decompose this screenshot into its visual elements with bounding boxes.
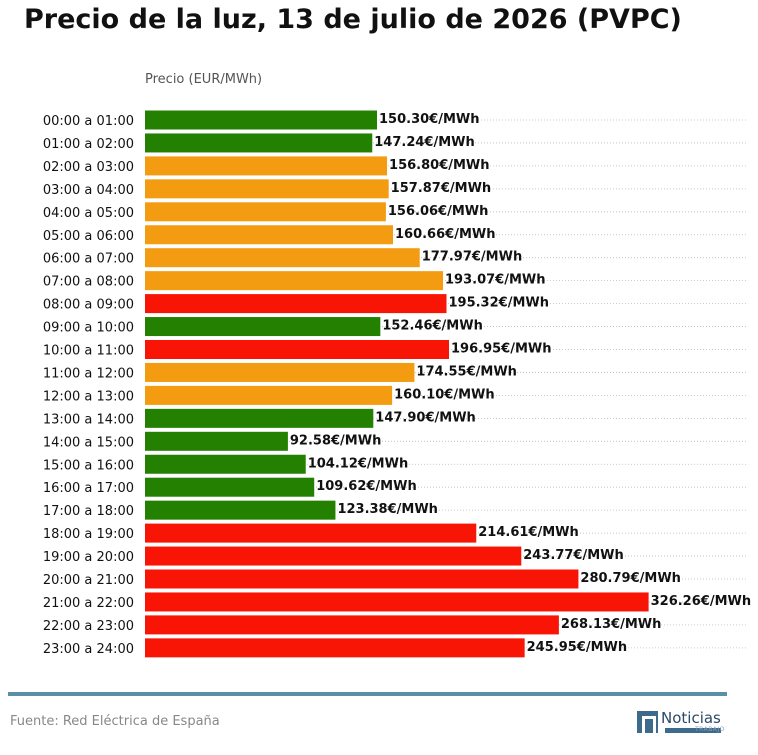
value-label: 160.66€/MWh (395, 227, 496, 242)
category-label: 01:00 a 02:00 (43, 137, 134, 152)
value-labels: 150.30€/MWh 147.24€/MWh 156.80€/MWh 157.87€… (290, 112, 751, 655)
value-label: 174.55€/MWh (416, 364, 517, 379)
bar (145, 592, 649, 612)
category-label: 14:00 a 15:00 (43, 435, 134, 450)
bar (145, 477, 315, 497)
category-label: 11:00 a 12:00 (43, 366, 134, 381)
category-label: 15:00 a 16:00 (43, 458, 134, 473)
value-label: 214.61€/MWh (478, 525, 578, 540)
category-label: 08:00 a 09:00 (43, 298, 134, 313)
category-label: 16:00 a 17:00 (43, 481, 134, 496)
category-label: 03:00 a 04:00 (43, 183, 134, 198)
category-label: 18:00 a 19:00 (43, 527, 134, 542)
value-label: 243.77€/MWh (523, 548, 624, 563)
category-label: 12:00 a 13:00 (43, 389, 134, 404)
category-label: 04:00 a 05:00 (43, 206, 134, 221)
value-label: 245.95€/MWh (527, 640, 628, 655)
value-label: 193.07€/MWh (445, 273, 546, 288)
bar (145, 615, 559, 635)
grid-lines (145, 119, 747, 649)
category-label: 02:00 a 03:00 (43, 160, 134, 175)
logo-icon (637, 711, 658, 733)
category-label: 22:00 a 23:00 (43, 619, 134, 634)
value-label: 156.06€/MWh (388, 204, 489, 219)
value-label: 104.12€/MWh (308, 456, 409, 471)
source-note: Fuente: Red Eléctrica de España (10, 714, 220, 729)
bar (145, 271, 444, 291)
bar (145, 385, 393, 405)
value-label: 92.58€/MWh (290, 433, 381, 448)
bar (145, 202, 386, 222)
value-label: 150.30€/MWh (379, 112, 480, 127)
bar (145, 638, 525, 658)
category-labels: 00:00 a 01:00 01:00 a 02:00 02:00 a 03:00 0… (43, 114, 134, 657)
bar-chart: 00:00 a 01:00 01:00 a 02:00 02:00 a 03:00 0… (43, 110, 751, 658)
bar (145, 431, 288, 451)
category-label: 17:00 a 18:00 (43, 504, 134, 519)
category-label: 23:00 a 24:00 (43, 642, 134, 657)
value-label: 147.90€/MWh (375, 410, 476, 425)
category-label: 20:00 a 21:00 (43, 573, 134, 588)
value-label: 195.32€/MWh (448, 296, 549, 311)
category-label: 09:00 a 10:00 (43, 321, 134, 336)
bar (145, 156, 388, 176)
bar (145, 500, 336, 520)
bar (145, 362, 415, 382)
value-label: 157.87€/MWh (391, 181, 492, 196)
category-label: 07:00 a 08:00 (43, 275, 134, 290)
value-label: 156.80€/MWh (389, 158, 490, 173)
category-label: 13:00 a 14:00 (43, 412, 134, 427)
axis-label: Precio (EUR/MWh) (145, 72, 263, 87)
category-label: 05:00 a 06:00 (43, 229, 134, 244)
bar (145, 523, 477, 543)
value-label: 326.26€/MWh (651, 594, 752, 609)
value-label: 109.62€/MWh (316, 479, 417, 494)
value-label: 268.13€/MWh (561, 617, 662, 632)
value-label: 147.24€/MWh (374, 135, 475, 150)
bars (145, 110, 649, 658)
value-label: 177.97€/MWh (422, 250, 522, 265)
value-label: 160.10€/MWh (394, 387, 495, 402)
bar (145, 294, 447, 314)
bar (145, 454, 306, 474)
footer-divider (8, 692, 727, 696)
chart-title: Precio de la luz, 13 de julio de 2026 (P… (24, 4, 682, 35)
bar (145, 317, 381, 337)
bar (145, 569, 579, 589)
category-label: 00:00 a 01:00 (43, 114, 134, 129)
bar (145, 133, 373, 153)
bar (145, 408, 374, 428)
value-label: 280.79€/MWh (580, 571, 681, 586)
value-label: 196.95€/MWh (451, 342, 552, 357)
logo-name: Noticias (661, 709, 721, 727)
bar (145, 110, 378, 130)
logo-underline (665, 728, 721, 733)
bar (145, 179, 389, 199)
bar (145, 248, 420, 268)
category-label: 06:00 a 07:00 (43, 252, 134, 267)
bar (145, 546, 522, 566)
noticias-logo[interactable]: Noticias TRABAJO (637, 709, 732, 736)
category-label: 19:00 a 20:00 (43, 550, 134, 565)
category-label: 21:00 a 22:00 (43, 596, 134, 611)
value-label: 152.46€/MWh (382, 319, 483, 334)
value-label: 123.38€/MWh (337, 502, 438, 517)
bar (145, 340, 450, 359)
category-label: 10:00 a 11:00 (43, 344, 134, 359)
logo-subtitle: TRABAJO (695, 726, 725, 733)
bar (145, 225, 393, 245)
